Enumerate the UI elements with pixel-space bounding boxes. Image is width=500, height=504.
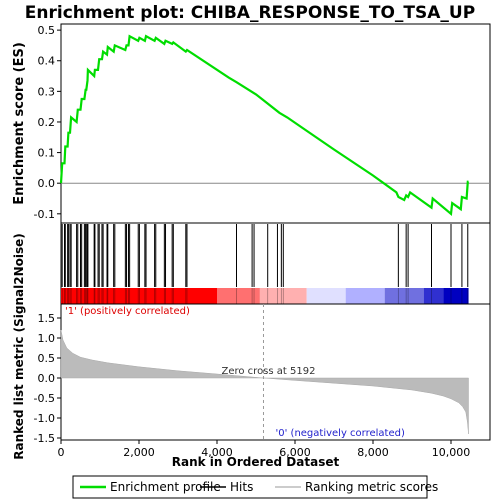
es-ytick-label: 0.0: [38, 177, 56, 190]
legend-label: Hits: [230, 480, 253, 494]
xtick-label: 2,000: [123, 446, 155, 459]
positive-correlation-label: '1' (positively correlated): [65, 306, 190, 317]
gradient-segment: [345, 288, 385, 304]
metric-ytick-label: 1.0: [38, 332, 56, 345]
legend-box: [72, 475, 428, 499]
es-ytick-label: 0.2: [38, 116, 56, 129]
es-ylabel: Enrichment score (ES): [12, 42, 27, 205]
xtick-label: 6,000: [279, 446, 311, 459]
legend-label: Ranking metric scores: [305, 480, 438, 494]
negative-correlation-label: '0' (negatively correlated): [276, 428, 405, 439]
gradient-segment: [443, 288, 469, 304]
xtick-label: 0: [58, 446, 65, 459]
gradient-segment: [259, 288, 307, 304]
metric-ylabel: Ranked list metric (Signal2Noise): [12, 233, 26, 460]
es-ytick-label: 0.3: [38, 85, 56, 98]
enrichment-profile-line: [59, 34, 469, 216]
xtick-label: 10,000: [432, 446, 471, 459]
legend-label: Enrichment profile: [110, 480, 221, 494]
es-ytick-label: -0.1: [34, 208, 55, 221]
metric-ytick-label: 0.0: [38, 372, 56, 385]
gradient-segment: [384, 288, 424, 304]
metric-ytick-label: 1.5: [38, 312, 56, 325]
es-plot-frame: [60, 23, 491, 224]
es-ytick-label: 0.1: [38, 147, 56, 160]
es-panel: -0.1 0.0 0.1 0.2 0.3 0.4 0.5 Enrichment score (…: [12, 23, 491, 224]
gradient-segment: [217, 288, 260, 304]
legend: Enrichment profile Hits Ranking metric sco…: [72, 475, 438, 499]
chart-title: Enrichment plot: CHIBA_RESPONSE_TO_TSA_U…: [25, 3, 475, 23]
metric-ytick-label: 0.5: [38, 352, 56, 365]
es-ytick-label: 0.4: [38, 55, 56, 68]
xtick-label: 8,000: [357, 446, 389, 459]
metric-ytick-label: -0.5: [34, 392, 55, 405]
xtick-label: 4,000: [201, 446, 233, 459]
gradient-segment: [423, 288, 444, 304]
x-axis-label: Rank in Ordered Dataset: [172, 455, 340, 469]
es-ytick-label: 0.5: [38, 24, 56, 37]
metric-ytick-label: -1.0: [34, 412, 55, 425]
hits-panel: [60, 222, 491, 305]
gradient-segment: [61, 288, 217, 304]
ranking-metric-area: [60, 329, 469, 435]
zero-cross-label: Zero cross at 5192: [221, 366, 315, 377]
ranked-metric-panel: Zero cross at 5192 '1' (positively correl…: [12, 233, 491, 469]
metric-ytick-label: -1.5: [34, 432, 55, 445]
gradient-segment: [306, 288, 346, 304]
